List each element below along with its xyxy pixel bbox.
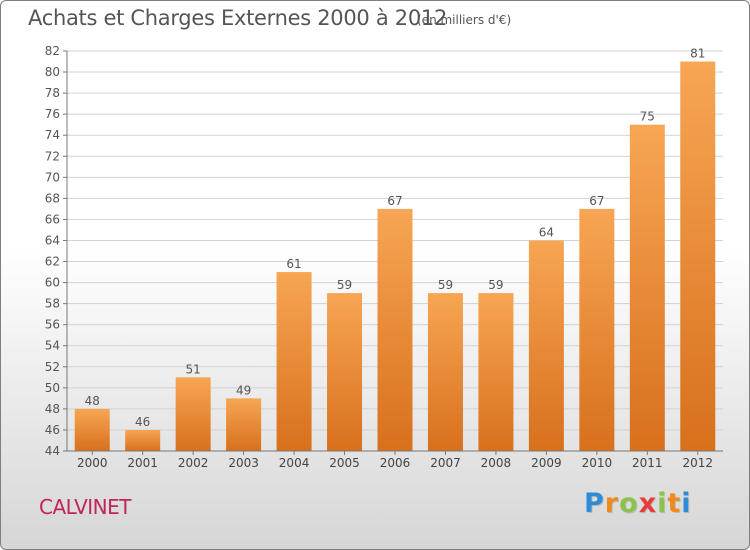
x-tick-label: 2011: [632, 456, 663, 470]
y-tick-label: 54: [45, 339, 60, 353]
data-label: 49: [236, 383, 251, 397]
x-tick-label: 2003: [228, 456, 259, 470]
y-tick-label: 52: [45, 360, 60, 374]
data-label: 67: [589, 194, 604, 208]
x-tick-label: 2008: [481, 456, 512, 470]
bar-2004: [276, 272, 312, 451]
logo-letter: P: [584, 488, 605, 519]
bar-2002: [175, 377, 211, 451]
data-labels: 48 46 51 49 61 59 67 59 59 64 67 75 81: [85, 47, 706, 429]
bar-2005: [327, 293, 363, 451]
data-label: 61: [286, 257, 301, 271]
data-label: 59: [438, 278, 453, 292]
y-tick-label: 60: [45, 276, 60, 290]
axes: 44 46 48 50 52 54 56 58 60 62 64 66 68 70 72 74 76 78 80 82…: [45, 44, 723, 470]
data-label: 64: [539, 225, 554, 239]
x-tick-label: 2006: [380, 456, 411, 470]
bar-2011: [629, 124, 665, 452]
logo-letter: t: [667, 488, 682, 519]
logo-letter: o: [619, 488, 639, 519]
x-tick-label: 2004: [279, 456, 310, 470]
bar-2009: [528, 240, 564, 451]
x-tick-label: 2012: [682, 456, 713, 470]
x-tick-label: 2000: [77, 456, 108, 470]
data-label: 48: [85, 394, 100, 408]
bar-2001: [125, 429, 161, 451]
logo-letter: i: [681, 488, 692, 519]
data-label: 46: [135, 415, 150, 429]
y-tick-label: 72: [45, 149, 60, 163]
data-label: 81: [690, 47, 705, 61]
bar-2000: [74, 408, 110, 451]
chart-subtitle: (en milliers d'€): [417, 13, 512, 27]
x-tick-label: 2005: [329, 456, 360, 470]
y-tick-label: 78: [45, 86, 60, 100]
bar-2007: [427, 293, 463, 451]
bar-2012: [680, 61, 716, 452]
x-tick-label: 2010: [582, 456, 613, 470]
y-tick-label: 74: [45, 128, 60, 142]
y-tick-label: 76: [45, 107, 60, 121]
x-tick-label: 2009: [531, 456, 562, 470]
proxiti-logo[interactable]: Proxiti: [584, 488, 692, 519]
x-tick-label: 2007: [430, 456, 461, 470]
y-tick-label: 62: [45, 255, 60, 269]
y-tick-label: 80: [45, 65, 60, 79]
bar-2003: [226, 398, 262, 451]
data-label: 59: [337, 278, 352, 292]
y-tick-label: 66: [45, 212, 60, 226]
logo-letter: x: [638, 488, 658, 519]
town-name: CALVINET: [39, 495, 132, 519]
y-tick-label: 58: [45, 297, 60, 311]
data-label: 51: [186, 362, 201, 376]
logo-letter: r: [604, 488, 620, 519]
y-tick-label: 50: [45, 381, 60, 395]
chart-title: Achats et Charges Externes 2000 à 2012: [28, 6, 448, 30]
data-label: 59: [488, 278, 503, 292]
y-tick-label: 68: [45, 191, 60, 205]
bar-2008: [478, 293, 514, 451]
x-tick-label: 2001: [127, 456, 158, 470]
y-tick-label: 70: [45, 170, 60, 184]
y-tick-label: 56: [45, 318, 60, 332]
bar-2010: [579, 208, 615, 451]
y-tick-label: 46: [45, 423, 60, 437]
y-tick-label: 82: [45, 44, 60, 58]
y-tick-label: 44: [45, 444, 60, 458]
y-tick-label: 64: [45, 233, 60, 247]
bar-2006: [377, 208, 413, 451]
x-tick-label: 2002: [178, 456, 209, 470]
data-label: 67: [387, 194, 402, 208]
bars: [74, 61, 716, 452]
data-label: 75: [640, 110, 655, 124]
logo-letter: i: [657, 488, 668, 519]
y-tick-label: 48: [45, 402, 60, 416]
